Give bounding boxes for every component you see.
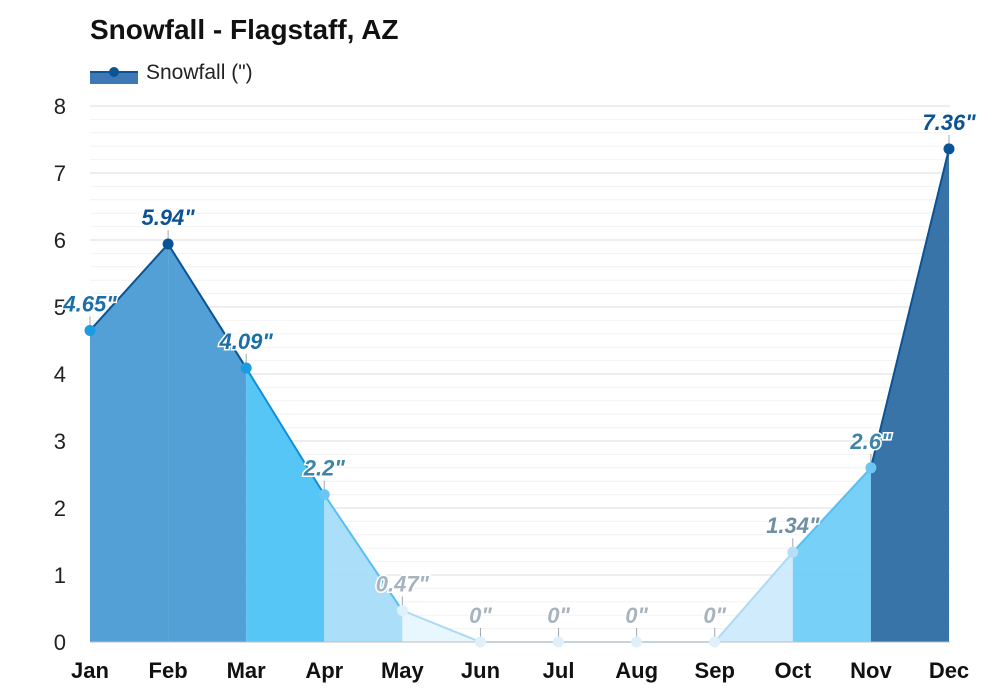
data-point	[240, 362, 252, 374]
x-tick-label: Dec	[929, 658, 969, 683]
x-tick-label: Oct	[774, 658, 811, 683]
area-segment	[90, 244, 169, 642]
y-tick-label: 8	[54, 94, 66, 119]
x-tick-label: Nov	[850, 658, 892, 683]
data-label: 4.09"	[219, 329, 274, 354]
data-label: 0"	[469, 603, 492, 628]
data-point	[865, 462, 877, 474]
y-tick-label: 4	[54, 362, 66, 387]
data-point	[631, 636, 643, 648]
data-label: 2.6"	[849, 429, 892, 454]
x-tick-label: Sep	[695, 658, 735, 683]
x-tick-label: Jun	[461, 658, 500, 683]
x-tick-label: Apr	[305, 658, 343, 683]
data-point	[553, 636, 565, 648]
x-tick-label: Feb	[149, 658, 188, 683]
data-point	[162, 238, 174, 250]
y-tick-label: 7	[54, 161, 66, 186]
y-tick-label: 0	[54, 630, 66, 655]
series-line-segment	[401, 609, 481, 643]
y-tick-label: 5	[54, 295, 66, 320]
data-point	[943, 143, 955, 155]
data-label: 0"	[703, 603, 726, 628]
data-label: 1.34"	[766, 513, 820, 538]
legend-swatch	[90, 67, 138, 84]
y-tick-label: 3	[54, 429, 66, 454]
data-label: 4.65"	[62, 291, 117, 316]
series-line-segment	[713, 551, 794, 643]
y-tick-label: 1	[54, 563, 66, 588]
data-label: 0.47"	[376, 572, 430, 597]
series-line-segment	[323, 494, 404, 612]
data-label: 2.2"	[303, 456, 346, 481]
chart-title: Snowfall - Flagstaff, AZ	[90, 14, 399, 45]
x-tick-label: Jul	[543, 658, 575, 683]
area-segment	[168, 244, 247, 642]
x-tick-label: May	[381, 658, 425, 683]
x-tick-label: Jan	[71, 658, 109, 683]
y-tick-label: 2	[54, 496, 66, 521]
data-point	[396, 605, 408, 617]
x-tick-label: Aug	[615, 658, 658, 683]
data-point	[709, 636, 721, 648]
legend: Snowfall (")	[90, 60, 253, 86]
area-segment	[870, 148, 949, 642]
data-label: 0"	[547, 603, 570, 628]
x-tick-label: Mar	[227, 658, 267, 683]
data-label: 7.36"	[922, 110, 976, 135]
data-label: 0"	[625, 603, 648, 628]
series-line-segment	[89, 243, 169, 332]
series-line-segment	[167, 243, 248, 369]
data-point	[787, 546, 799, 558]
area-segment	[792, 467, 871, 642]
area-segment	[246, 367, 325, 642]
area-segment	[324, 494, 403, 642]
data-point	[318, 489, 330, 501]
legend-label: Snowfall (")	[146, 61, 253, 84]
data-point	[84, 324, 96, 336]
series-line-segment	[245, 367, 326, 496]
series-line-segment	[792, 467, 872, 553]
series-line-segment	[869, 148, 950, 469]
data-point	[474, 636, 486, 648]
y-tick-label: 6	[54, 228, 66, 253]
data-label: 5.94"	[141, 205, 195, 230]
